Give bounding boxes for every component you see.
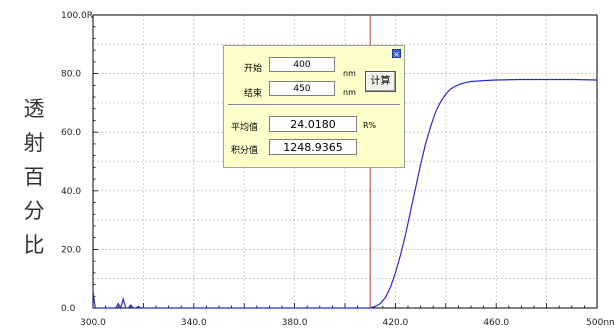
y-tick-label: 0.0 — [61, 304, 76, 314]
start-wavelength-input[interactable] — [269, 57, 335, 72]
integral-label: 积分值 — [231, 146, 259, 156]
close-icon[interactable]: × — [392, 49, 401, 59]
x-tick-label: 420.0 — [383, 318, 409, 328]
x-tick-labels: 300.0 340.0 380.0 420.0 460.0 500nm — [80, 318, 614, 328]
y-axis-label-char: 射 — [23, 131, 45, 155]
integration-dialog: × 开始 nm 结束 nm 计算 平均值 R% 积分值 — [223, 45, 405, 168]
y-tick-label: 60.0 — [61, 128, 81, 138]
x-tick-label: 460.0 — [483, 318, 509, 328]
y-tick-label: 40.0 — [61, 187, 81, 197]
end-label: 结束 — [244, 89, 263, 99]
average-label: 平均值 — [231, 123, 259, 133]
end-wavelength-input[interactable] — [269, 81, 335, 96]
average-unit: R% — [363, 121, 377, 130]
end-unit: nm — [343, 88, 356, 97]
y-axis-label-char: 比 — [23, 233, 45, 257]
y-tick-label: 20.0 — [61, 245, 81, 255]
y-tick-label: 80.0 — [61, 70, 81, 80]
y-tick-label: 100.0R — [61, 11, 93, 21]
x-tick-label: 300.0 — [80, 318, 106, 328]
x-tick-label: 340.0 — [181, 318, 207, 328]
start-label: 开始 — [244, 64, 263, 74]
transmittance-curve — [92, 78, 598, 310]
y-axis-label: 透射百分比 — [20, 92, 48, 262]
x-tick-label: 500nm — [586, 318, 614, 328]
integral-value-field[interactable] — [269, 139, 357, 155]
y-axis-label-char: 分 — [23, 199, 45, 223]
calculate-button[interactable]: 计算 — [365, 71, 396, 92]
average-value-field[interactable] — [269, 116, 357, 132]
y-axis-label-char: 百 — [23, 165, 45, 189]
start-unit: nm — [343, 69, 356, 78]
y-tick-labels: 100.0R 80.0 60.0 40.0 20.0 0.0 — [61, 11, 93, 314]
y-axis-label-char: 透 — [23, 97, 45, 121]
dialog-divider — [228, 104, 400, 106]
x-tick-label: 380.0 — [282, 318, 308, 328]
